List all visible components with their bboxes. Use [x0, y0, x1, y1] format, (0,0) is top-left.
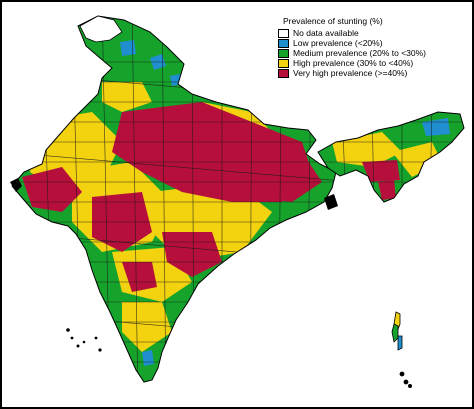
lakshadweep-islands	[66, 328, 102, 352]
legend-label: Medium prevalence (20% to <30%)	[293, 48, 426, 58]
legend-swatch	[278, 28, 289, 38]
legend-label: No data available	[293, 28, 359, 38]
no-data-region-north	[79, 15, 123, 43]
andaman-nicobar-islands	[391, 311, 412, 388]
legend-title: Prevalence of stunting (%)	[283, 16, 383, 26]
legend-item-medium: Medium prevalence (20% to <30%)	[278, 48, 448, 58]
legend-swatch	[278, 58, 289, 68]
mainland-outline	[11, 15, 337, 383]
legend-item-no-data: No data available	[278, 28, 448, 38]
legend: Prevalence of stunting (%) No data avail…	[278, 16, 448, 78]
legend-label: High prevalence (30% to <40%)	[293, 58, 414, 68]
legend-item-low: Low prevalence (<20%)	[278, 38, 448, 48]
legend-item-high: High prevalence (30% to <40%)	[278, 58, 448, 68]
legend-label: Very high prevalence (>=40%)	[293, 68, 408, 78]
legend-swatch	[278, 68, 289, 78]
east-black-blob	[324, 194, 338, 210]
west-coast-black-blob	[10, 178, 22, 192]
legend-label: Low prevalence (<20%)	[293, 38, 383, 48]
legend-swatch	[278, 38, 289, 48]
legend-swatch	[278, 48, 289, 58]
legend-item-very-high: Very high prevalence (>=40%)	[278, 68, 448, 78]
northeast-outline	[317, 111, 465, 203]
